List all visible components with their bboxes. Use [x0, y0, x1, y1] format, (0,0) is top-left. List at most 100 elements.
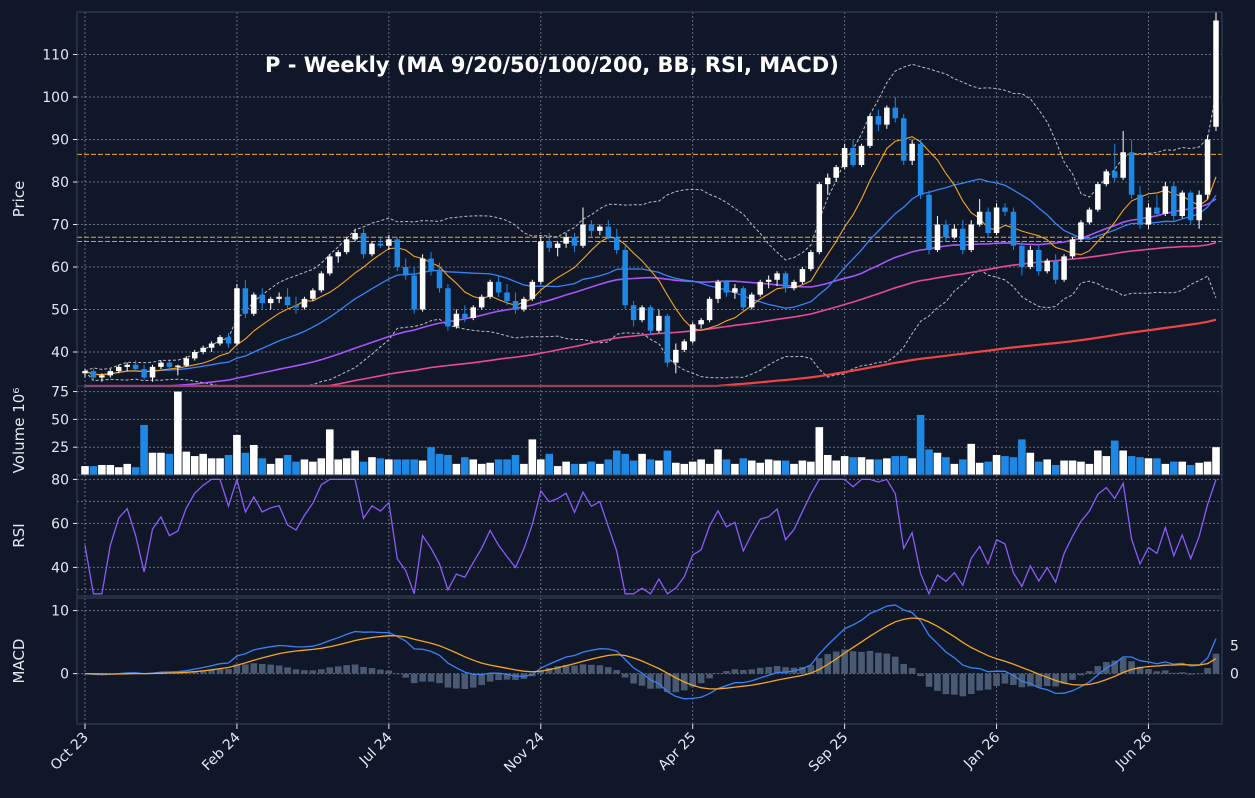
candle-body: [1196, 194, 1202, 221]
macd-hist-bar: [343, 665, 350, 674]
candle-body: [1044, 260, 1050, 272]
macd-hist-bar: [604, 667, 612, 674]
macd-right-tick-label: 5: [1230, 638, 1239, 654]
macd-hist-bar: [1170, 672, 1178, 674]
candle-body: [1111, 171, 1118, 178]
volume-bar: [199, 453, 207, 475]
candle-body: [723, 281, 730, 293]
volume-bar: [663, 450, 672, 475]
candle-body: [352, 233, 358, 240]
grid-layer: [77, 12, 1222, 724]
candle-body: [402, 267, 409, 276]
volume-bar: [1195, 462, 1203, 475]
volume-bar: [697, 459, 705, 475]
macd-hist-bar: [1162, 670, 1169, 674]
macd-hist-bar: [799, 666, 806, 674]
candle-body: [951, 228, 958, 238]
candle-body: [276, 296, 282, 299]
macd-hist-bar: [1136, 666, 1144, 674]
macd-tick-label: 0: [60, 667, 69, 683]
volume-bar: [798, 460, 807, 475]
candle-body: [799, 269, 806, 282]
candle-body: [158, 362, 164, 367]
macd-hist-bar: [1153, 671, 1161, 674]
volume-bar: [157, 452, 165, 475]
macd-hist-bar: [816, 658, 823, 674]
volume-bar: [216, 458, 224, 475]
candle-body: [706, 298, 713, 321]
volume-bar: [672, 462, 680, 475]
candle-body: [259, 294, 265, 304]
volume-bar: [925, 449, 933, 475]
macd-hist-bar: [461, 673, 469, 689]
macd-hist-bar: [1145, 669, 1152, 674]
macd-hist-bar: [309, 670, 317, 674]
candle-body: [310, 290, 316, 299]
volume-bar: [773, 460, 781, 475]
candle-body: [1052, 260, 1059, 280]
candle-body: [850, 148, 856, 165]
candle-body: [377, 243, 384, 246]
volume-bar: [722, 459, 731, 475]
candle-body: [428, 258, 434, 272]
panel-frame-rsi: [76, 474, 1223, 597]
macd-hist-bar: [469, 673, 477, 688]
macd-hist-bar: [486, 673, 494, 682]
candle-body: [816, 184, 823, 253]
volume-bar: [182, 451, 191, 475]
volume-bar: [739, 458, 748, 475]
ma9-line: [84, 136, 1217, 376]
volume-bar: [1094, 450, 1102, 475]
candle-body: [335, 252, 341, 257]
candle-body: [554, 243, 561, 248]
price-tick-label: 100: [42, 90, 69, 106]
volume-bar: [781, 460, 790, 475]
volume-bar: [1119, 450, 1127, 475]
candle-body: [824, 177, 831, 185]
macd-hist-bar: [377, 669, 384, 674]
volume-bar: [368, 457, 376, 475]
rsi-tick-label: 80: [51, 472, 69, 488]
volume-bar: [114, 467, 123, 475]
macd-hist-bar: [883, 653, 891, 674]
candle-body: [327, 256, 333, 274]
macd-hist-bar: [1094, 666, 1102, 674]
volume-bar: [98, 464, 106, 475]
candle-body: [1154, 207, 1160, 214]
macd-hist-bar: [250, 663, 258, 674]
volume-bar: [325, 429, 334, 475]
macd-hist-bar: [917, 673, 924, 677]
candle-body: [521, 298, 527, 310]
macd-hist-bar: [984, 673, 992, 690]
macd-hist-bar: [275, 665, 283, 674]
candle-body: [175, 365, 181, 367]
macd-hist-bar: [782, 667, 789, 674]
macd-hist-bar: [292, 669, 300, 674]
volume-bar: [511, 454, 520, 475]
candle-body: [892, 107, 899, 119]
candle-body: [183, 358, 190, 366]
macd-hist-bar: [1187, 673, 1194, 675]
volume-bar: [520, 463, 528, 475]
macd-hist-bar: [849, 651, 857, 674]
candle-body: [495, 281, 502, 293]
macd-hist-bar: [351, 664, 359, 674]
macd-hist-bar: [334, 666, 342, 674]
macd-hist-bar: [756, 667, 764, 674]
candle-body: [107, 371, 114, 376]
volume-bar: [207, 458, 216, 475]
candle-body: [166, 362, 173, 367]
volume-bar: [950, 463, 959, 475]
candle-body: [462, 313, 468, 318]
x-tick-label: Apr 25: [655, 730, 699, 774]
macd-hist-bar: [427, 673, 435, 682]
volume-bar: [655, 460, 663, 475]
candle-body: [968, 224, 974, 250]
volume-bar: [790, 463, 798, 475]
volume-bar: [638, 453, 646, 475]
volume-bar: [1127, 456, 1136, 475]
price-tick-label: 70: [51, 218, 69, 234]
candle-body: [225, 337, 232, 344]
volume-bar: [840, 456, 849, 475]
volume-tick-label: 75: [51, 385, 69, 401]
